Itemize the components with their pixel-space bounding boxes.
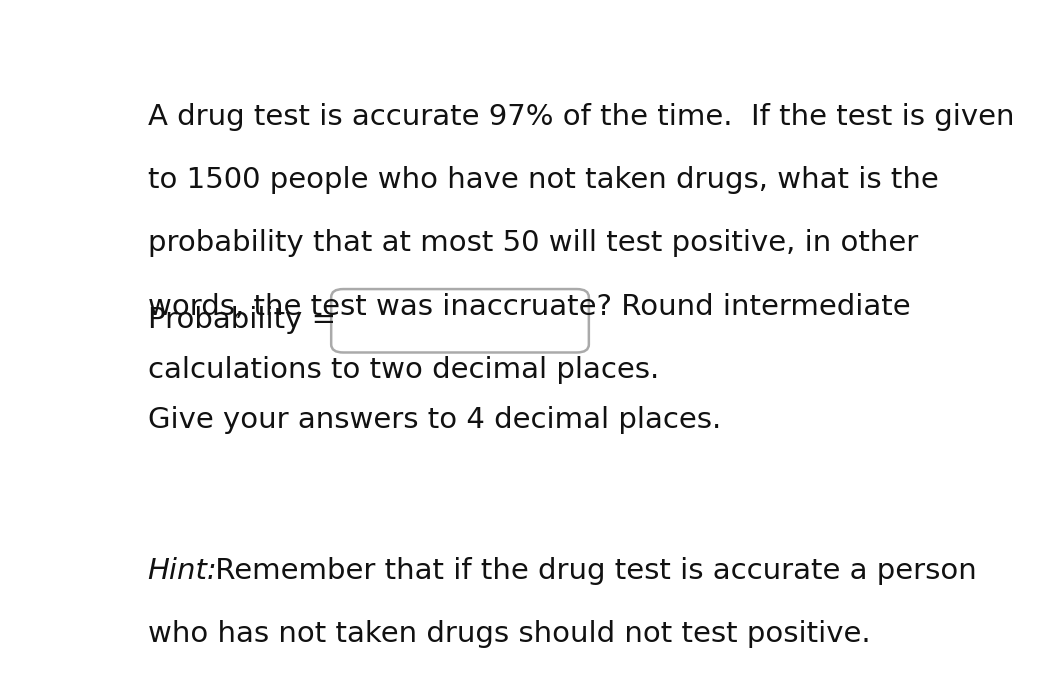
Text: A drug test is accurate 97% of the time.  If the test is given: A drug test is accurate 97% of the time.… [148,103,1014,131]
Text: to 1500 people who have not taken drugs, what is the: to 1500 people who have not taken drugs,… [148,166,938,194]
Text: Probability =: Probability = [148,306,336,334]
Text: who has not taken drugs should not test positive.: who has not taken drugs should not test … [148,620,871,648]
Text: Hint:: Hint: [148,557,217,585]
FancyBboxPatch shape [331,289,589,352]
Text: calculations to two decimal places.: calculations to two decimal places. [148,356,659,385]
Text: probability that at most 50 will test positive, in other: probability that at most 50 will test po… [148,230,917,258]
Text: words, the test was inaccruate? Round intermediate: words, the test was inaccruate? Round in… [148,293,910,321]
Text: Remember that if the drug test is accurate a person: Remember that if the drug test is accura… [206,557,977,585]
Text: Give your answers to 4 decimal places.: Give your answers to 4 decimal places. [148,406,721,434]
